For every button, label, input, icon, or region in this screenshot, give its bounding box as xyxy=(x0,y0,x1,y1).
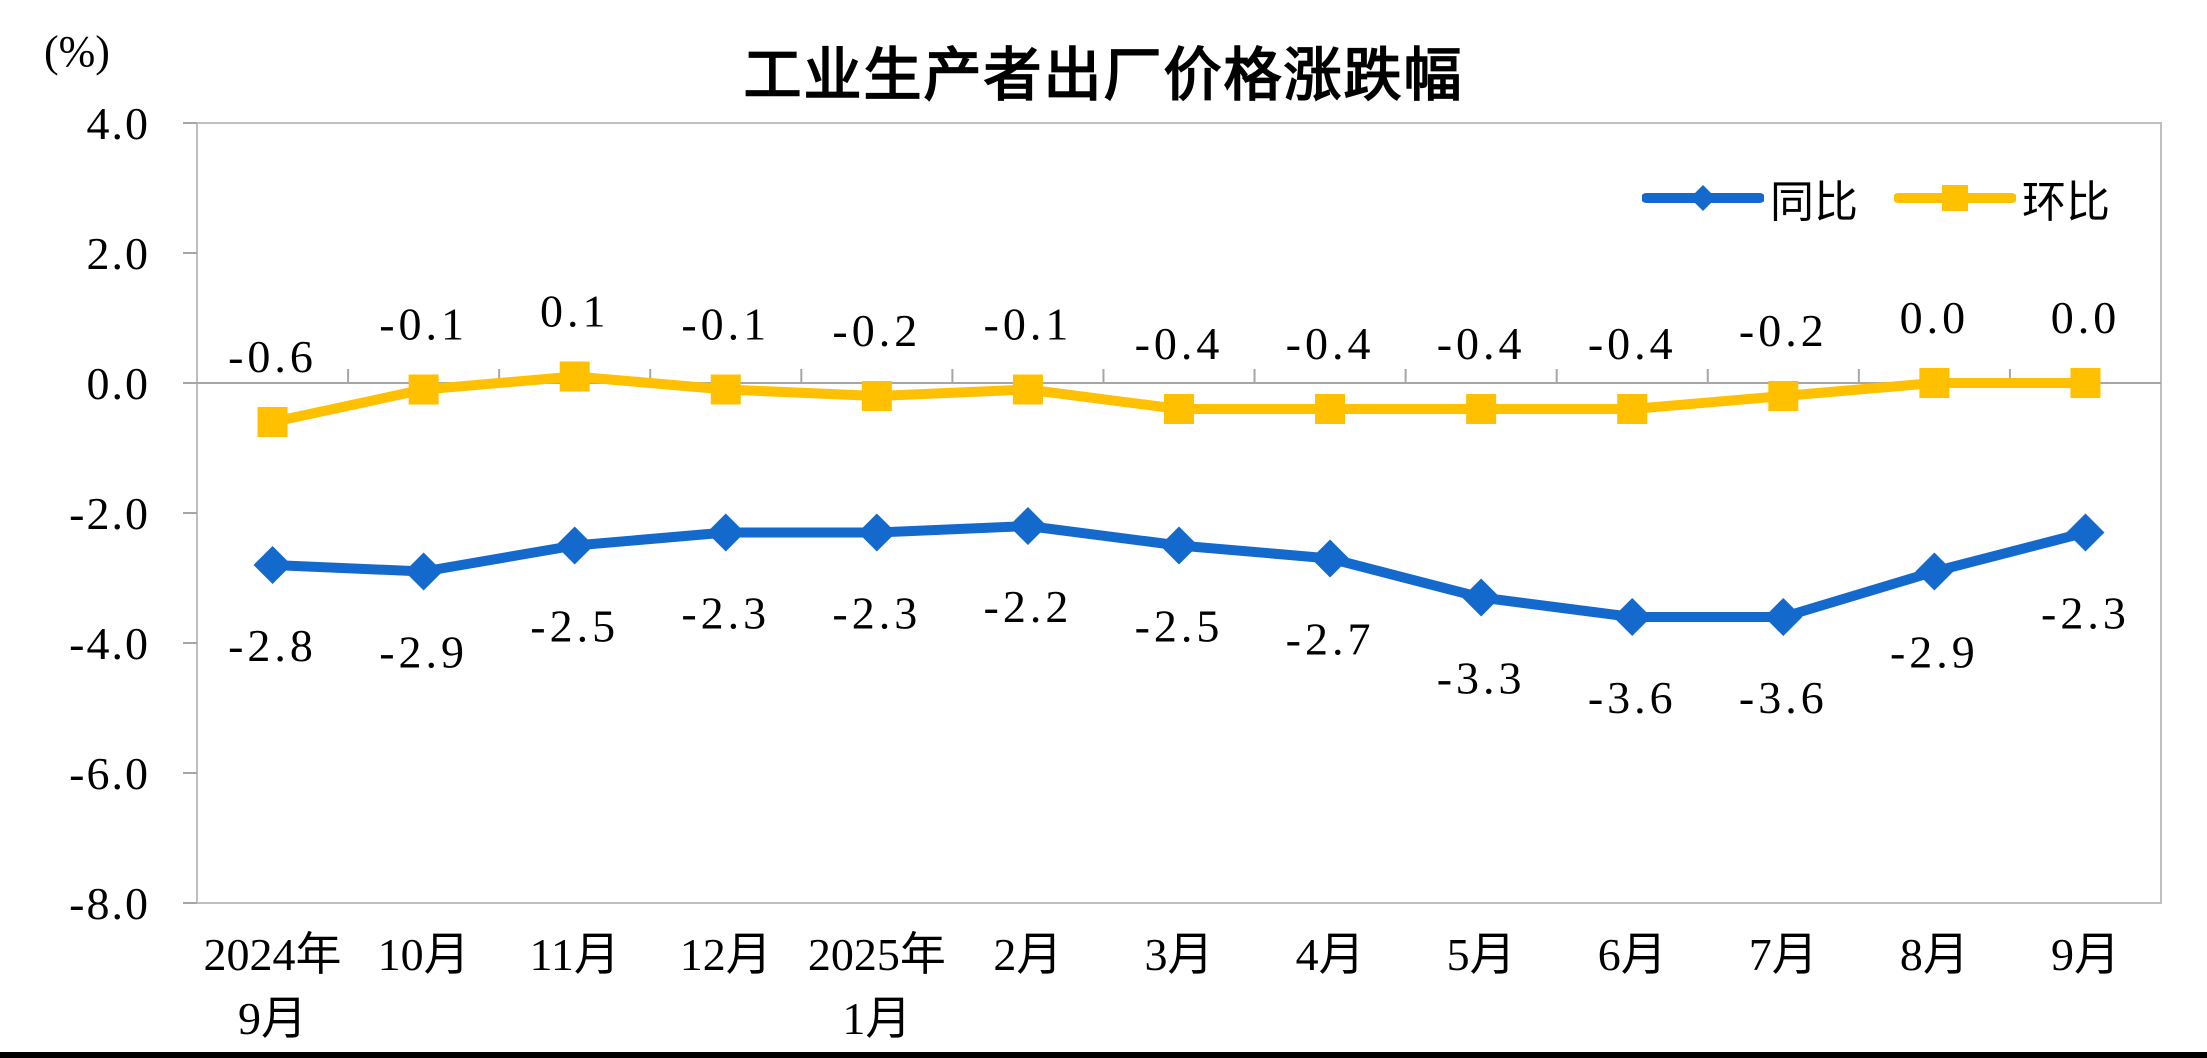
x-axis-category-label: 3月 xyxy=(1145,929,1214,980)
x-axis-category-label: 10月 xyxy=(378,929,470,980)
huanbi-marker xyxy=(710,374,741,405)
huanbi-data-label: -0.4 xyxy=(1135,318,1224,369)
x-axis-category-label: 2月 xyxy=(993,929,1062,980)
x-axis-category-label: 8月 xyxy=(1900,929,1969,980)
huanbi-data-label: 0.1 xyxy=(540,286,610,337)
tongbi-data-label: -3.3 xyxy=(1437,653,1526,704)
x-axis-category-label: 5月 xyxy=(1447,929,1516,980)
y-axis-tick-label: 2.0 xyxy=(87,228,151,279)
y-axis-tick-label: 4.0 xyxy=(87,98,151,149)
huanbi-marker xyxy=(1617,394,1648,424)
legend-label-huanbi: 环比 xyxy=(2022,178,2110,227)
huanbi-data-label: -0.4 xyxy=(1437,318,1526,369)
y-axis-tick-label: -6.0 xyxy=(69,748,150,799)
huanbi-marker xyxy=(1012,374,1043,405)
tongbi-marker xyxy=(1764,598,1803,636)
legend-item-tongbi: 同比 xyxy=(1642,166,1858,230)
tongbi-marker xyxy=(253,546,292,584)
x-axis-category-label: 4月 xyxy=(1296,929,1365,980)
huanbi-data-label: 0.0 xyxy=(2051,292,2121,343)
x-axis-category-label: 12月 xyxy=(680,929,772,980)
tongbi-data-label: -2.7 xyxy=(1286,614,1375,665)
huanbi-marker xyxy=(408,374,439,405)
x-axis-category-label: 2025年 xyxy=(808,929,946,980)
huanbi-marker xyxy=(257,407,288,437)
tongbi-marker xyxy=(2066,513,2105,552)
tongbi-marker xyxy=(1311,539,1350,578)
huanbi-marker xyxy=(1315,394,1346,424)
huanbi-marker xyxy=(2070,368,2101,398)
x-axis-category-label: 1月 xyxy=(842,993,911,1044)
tongbi-data-label: -2.5 xyxy=(530,601,619,652)
huanbi-data-label: -0.4 xyxy=(1286,318,1375,369)
legend-label-tongbi: 同比 xyxy=(1770,178,1858,227)
huanbi-data-label: 0.0 xyxy=(1900,292,1970,343)
x-axis-category-label: 9月 xyxy=(2051,929,2120,980)
x-axis-category-label: 9月 xyxy=(238,993,307,1044)
tongbi-marker xyxy=(1613,598,1652,636)
tongbi-data-label: -3.6 xyxy=(1739,672,1828,723)
x-axis-category-label: 7月 xyxy=(1749,929,1818,980)
y-axis-tick-label: 0.0 xyxy=(87,358,151,409)
y-axis-tick-label: -2.0 xyxy=(69,488,150,539)
chart-legend: 同比 环比 xyxy=(1642,166,2110,230)
tongbi-data-label: -2.8 xyxy=(228,620,317,671)
bottom-divider xyxy=(0,1052,2207,1058)
x-axis-category-label: 6月 xyxy=(1598,929,1667,980)
huanbi-data-label: -0.4 xyxy=(1588,318,1677,369)
huanbi-marker xyxy=(1466,394,1497,424)
tongbi-marker xyxy=(555,526,594,565)
huanbi-marker xyxy=(559,361,590,392)
tongbi-data-label: -3.6 xyxy=(1588,672,1677,723)
tongbi-marker xyxy=(1915,552,1954,591)
huanbi-marker xyxy=(1919,368,1950,398)
huanbi-marker xyxy=(861,381,892,411)
tongbi-marker xyxy=(1160,526,1198,565)
tongbi-line-marker-icon xyxy=(1642,185,1764,211)
tongbi-data-label: -2.9 xyxy=(379,627,468,678)
tongbi-marker xyxy=(1008,507,1047,545)
huanbi-line-marker-icon xyxy=(1894,185,2016,211)
chart-title: 工业生产者出厂价格涨跌幅 xyxy=(743,43,1464,108)
y-axis-tick-label: -8.0 xyxy=(69,878,150,929)
huanbi-data-label: -0.2 xyxy=(1739,305,1828,356)
tongbi-marker xyxy=(1462,578,1501,617)
tongbi-data-label: -2.3 xyxy=(681,588,770,639)
plot-border xyxy=(196,122,2162,904)
tongbi-marker xyxy=(857,513,896,552)
tongbi-data-label: -2.3 xyxy=(2041,588,2130,639)
tongbi-data-label: -2.5 xyxy=(1135,601,1224,652)
x-axis-category-label: 2024年 xyxy=(204,929,342,980)
tongbi-data-label: -2.9 xyxy=(1890,627,1979,678)
huanbi-data-label: -0.2 xyxy=(832,305,921,356)
tongbi-marker xyxy=(404,552,443,591)
huanbi-marker xyxy=(1164,394,1194,424)
y-axis-tick-label: -4.0 xyxy=(69,618,150,669)
legend-item-huanbi: 环比 xyxy=(1894,166,2110,230)
tongbi-data-label: -2.2 xyxy=(984,581,1073,632)
huanbi-data-label: -0.1 xyxy=(984,299,1073,350)
tongbi-marker xyxy=(706,513,745,552)
huanbi-marker xyxy=(1768,381,1799,411)
huanbi-data-label: -0.1 xyxy=(681,299,770,350)
y-axis-unit-label: (%) xyxy=(44,27,110,76)
huanbi-data-label: -0.1 xyxy=(379,299,468,350)
x-axis-category-label: 11月 xyxy=(530,929,620,980)
huanbi-data-label: -0.6 xyxy=(228,331,317,382)
tongbi-data-label: -2.3 xyxy=(832,588,921,639)
